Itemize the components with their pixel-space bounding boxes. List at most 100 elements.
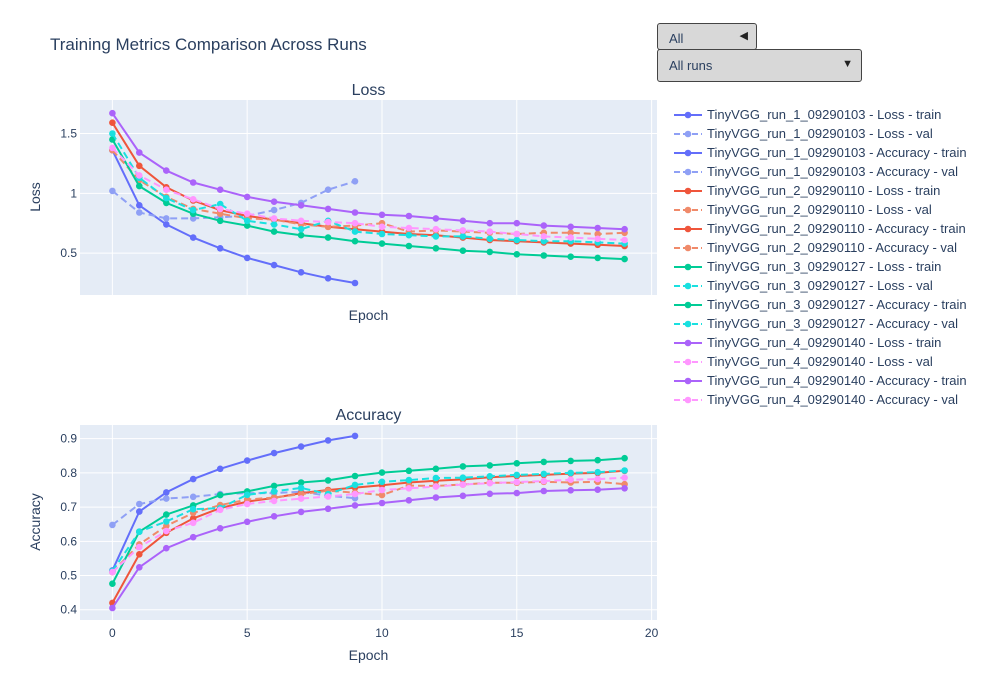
loss-data-point[interactable] xyxy=(163,186,170,193)
loss-data-point[interactable] xyxy=(405,231,413,239)
loss-data-point[interactable] xyxy=(459,233,467,240)
accuracy-data-point[interactable] xyxy=(513,478,521,486)
accuracy-data-point[interactable] xyxy=(621,485,628,492)
loss-data-point[interactable] xyxy=(621,236,628,244)
accuracy-data-point[interactable] xyxy=(351,490,359,498)
accuracy-data-point[interactable] xyxy=(297,508,305,516)
accuracy-data-point[interactable] xyxy=(270,488,278,495)
loss-data-point[interactable] xyxy=(594,235,601,243)
loss-data-point[interactable] xyxy=(216,245,224,252)
loss-data-point[interactable] xyxy=(136,202,143,209)
legend-item[interactable]: TinyVGG_run_3_09290127 - Loss - val xyxy=(674,278,933,293)
legend-item[interactable]: TinyVGG_run_1_09290103 - Accuracy - trai… xyxy=(674,145,967,160)
loss-data-point[interactable] xyxy=(216,186,224,193)
accuracy-data-point[interactable] xyxy=(243,491,251,499)
loss-data-point[interactable] xyxy=(351,209,359,216)
accuracy-data-point[interactable] xyxy=(136,508,143,515)
loss-data-point[interactable] xyxy=(540,222,548,229)
accuracy-data-point[interactable] xyxy=(163,518,170,525)
loss-data-point[interactable] xyxy=(163,215,170,222)
accuracy-data-point[interactable] xyxy=(297,495,305,502)
loss-data-point[interactable] xyxy=(109,119,116,126)
accuracy-series-line[interactable] xyxy=(111,469,625,604)
accuracy-data-point[interactable] xyxy=(378,491,386,499)
accuracy-series[interactable] xyxy=(109,432,628,612)
accuracy-data-point[interactable] xyxy=(567,457,574,465)
loss-data-point[interactable] xyxy=(163,194,170,202)
loss-data-point[interactable] xyxy=(513,219,521,227)
accuracy-data-point[interactable] xyxy=(540,487,548,495)
accuracy-data-point[interactable] xyxy=(216,525,224,532)
accuracy-data-point[interactable] xyxy=(486,479,494,487)
accuracy-data-point[interactable] xyxy=(243,500,251,508)
loss-data-point[interactable] xyxy=(459,247,467,254)
loss-data-point[interactable] xyxy=(351,219,359,227)
legend-item[interactable]: TinyVGG_run_2_09290110 - Loss - train xyxy=(674,183,940,198)
loss-data-point[interactable] xyxy=(243,217,251,225)
loss-data-point[interactable] xyxy=(405,224,413,232)
accuracy-series-line[interactable] xyxy=(111,469,625,572)
accuracy-data-point[interactable] xyxy=(621,467,628,474)
legend-item[interactable]: TinyVGG_run_1_09290103 - Accuracy - val xyxy=(674,164,958,179)
loss-data-point[interactable] xyxy=(324,218,332,226)
loss-data-point[interactable] xyxy=(351,178,359,185)
accuracy-data-point[interactable] xyxy=(136,551,143,558)
loss-data-point[interactable] xyxy=(270,228,278,235)
accuracy-data-point[interactable] xyxy=(459,463,467,470)
loss-data-point[interactable] xyxy=(243,193,251,201)
loss-data-point[interactable] xyxy=(405,212,413,220)
accuracy-data-point[interactable] xyxy=(189,533,197,541)
loss-series-line[interactable] xyxy=(111,132,625,245)
loss-series-line[interactable] xyxy=(111,112,625,231)
loss-data-point[interactable] xyxy=(486,228,494,235)
accuracy-data-point[interactable] xyxy=(540,470,548,478)
loss-series-line[interactable] xyxy=(111,122,625,247)
loss-series-line[interactable] xyxy=(111,180,356,220)
accuracy-data-point[interactable] xyxy=(109,568,116,576)
accuracy-data-point[interactable] xyxy=(270,482,278,490)
accuracy-data-point[interactable] xyxy=(297,484,305,492)
accuracy-data-point[interactable] xyxy=(324,493,332,500)
accuracy-series-line[interactable] xyxy=(111,457,625,585)
loss-data-point[interactable] xyxy=(459,217,467,225)
accuracy-data-point[interactable] xyxy=(216,506,224,514)
legend-item[interactable]: TinyVGG_run_4_09290140 - Loss - val xyxy=(674,354,933,369)
loss-data-point[interactable] xyxy=(378,211,386,219)
legend-item[interactable]: TinyVGG_run_3_09290127 - Accuracy - val xyxy=(674,316,958,331)
accuracy-data-point[interactable] xyxy=(351,481,359,489)
accuracy-data-point[interactable] xyxy=(163,495,170,502)
accuracy-data-point[interactable] xyxy=(540,458,548,466)
accuracy-data-point[interactable] xyxy=(136,543,143,551)
accuracy-data-point[interactable] xyxy=(378,478,386,486)
legend-item[interactable]: TinyVGG_run_3_09290127 - Accuracy - trai… xyxy=(674,297,967,312)
loss-data-point[interactable] xyxy=(270,215,278,222)
loss-data-point[interactable] xyxy=(270,206,278,214)
loss-data-point[interactable] xyxy=(324,205,332,213)
loss-data-point[interactable] xyxy=(136,182,143,190)
accuracy-data-point[interactable] xyxy=(594,468,601,476)
accuracy-data-point[interactable] xyxy=(621,454,628,462)
loss-data-point[interactable] xyxy=(243,222,251,229)
loss-data-point[interactable] xyxy=(189,179,197,186)
metric-dropdown[interactable]: All ◀ xyxy=(657,23,757,50)
loss-data-point[interactable] xyxy=(189,215,197,222)
loss-data-point[interactable] xyxy=(297,269,305,276)
accuracy-data-point[interactable] xyxy=(594,456,601,464)
loss-data-point[interactable] xyxy=(163,221,170,228)
loss-data-point[interactable] xyxy=(109,109,116,117)
loss-data-point[interactable] xyxy=(378,223,386,231)
accuracy-data-point[interactable] xyxy=(432,465,440,473)
accuracy-data-point[interactable] xyxy=(405,497,413,504)
loss-data-point[interactable] xyxy=(621,225,628,233)
loss-data-point[interactable] xyxy=(109,187,116,195)
accuracy-data-point[interactable] xyxy=(136,500,143,508)
accuracy-data-point[interactable] xyxy=(324,477,332,484)
loss-data-point[interactable] xyxy=(513,251,521,258)
accuracy-series-line[interactable] xyxy=(111,487,625,609)
accuracy-data-point[interactable] xyxy=(459,492,467,500)
loss-data-point[interactable] xyxy=(324,275,332,282)
loss-series[interactable] xyxy=(109,109,628,287)
loss-data-point[interactable] xyxy=(109,130,116,137)
loss-data-point[interactable] xyxy=(324,186,332,193)
accuracy-data-point[interactable] xyxy=(351,502,359,509)
